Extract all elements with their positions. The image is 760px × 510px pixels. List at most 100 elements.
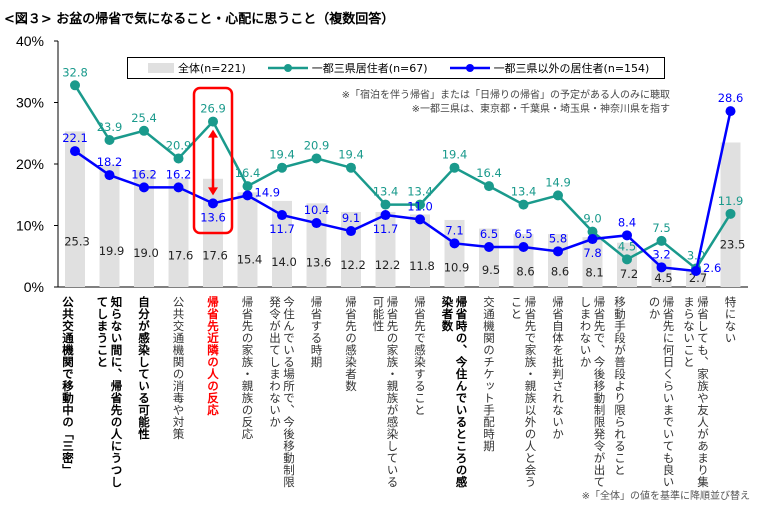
bar-total	[479, 228, 499, 287]
tokyo-point	[173, 153, 184, 164]
legend-swatch-other	[449, 64, 490, 72]
tokyo-point	[725, 208, 736, 219]
tokyo-point	[311, 153, 322, 164]
other-point	[518, 242, 529, 253]
bar-total	[168, 178, 189, 287]
legend-swatch-total	[148, 63, 174, 73]
bar-total	[272, 200, 292, 287]
other-point	[346, 226, 356, 237]
other-point	[173, 182, 184, 193]
other-point	[656, 262, 667, 273]
x-tick-label: 帰省先で家族・親族以外の人と会うこと	[509, 296, 538, 488]
other-point	[449, 238, 460, 249]
x-tick-label: 帰省先に何日くらいまでいても良いのか	[647, 296, 676, 488]
bar-total-label: 4.5	[654, 271, 672, 285]
x-tick-label: 帰省自体を批判されないか	[551, 296, 565, 440]
bar-total	[410, 214, 430, 287]
bar-total-label: 15.4	[237, 252, 263, 266]
other-label: 16.2	[131, 167, 157, 181]
x-tick-label: 帰省先近隣の人の反応	[206, 296, 220, 416]
tokyo-label: 23.9	[97, 120, 123, 134]
tokyo-label: 20.9	[166, 138, 192, 152]
tokyo-point	[449, 162, 460, 173]
bar-total-label: 9.5	[482, 263, 500, 277]
bar-total-label: 14.0	[271, 255, 297, 269]
other-label: 7.8	[583, 246, 601, 260]
bar-total-label: 8.6	[551, 265, 569, 279]
bar-total-label: 8.6	[516, 265, 534, 279]
tokyo-point	[587, 226, 598, 237]
tokyo-point	[104, 135, 115, 146]
tokyo-label: 7.5	[652, 221, 670, 235]
tokyo-label: 9.0	[583, 212, 601, 226]
tokyo-point	[415, 199, 425, 210]
other-label: 22.1	[62, 131, 88, 145]
tokyo-label: 14.9	[545, 175, 571, 189]
bar-total	[65, 131, 85, 287]
bar-total	[444, 219, 465, 287]
y-tick-label: 20%	[16, 156, 44, 172]
bar-total	[582, 237, 603, 287]
other-label: 6.5	[480, 227, 498, 241]
y-tick-label: 10%	[16, 218, 44, 234]
legend-item-other: 一都三県以外の居住者(n=154)	[449, 60, 650, 76]
x-tick-label: 公共交通機関で移動中の「三密」	[61, 296, 75, 476]
legend-label-total: 全体(n=221)	[178, 62, 246, 75]
bar-total	[686, 270, 706, 287]
tokyo-point	[346, 162, 356, 173]
bar-total-label: 8.1	[585, 265, 603, 279]
x-tick-label: 交通機関のチケット手配時期	[482, 296, 496, 452]
tokyo-label: 4.5	[618, 239, 636, 253]
legend-item-tokyo: 一都三県居住者(n=67)	[267, 60, 428, 76]
other-point	[242, 190, 253, 201]
tokyo-label: 32.8	[62, 65, 88, 79]
x-tick-label: 移動手段が普段より限られること	[613, 296, 627, 476]
other-label: 11.7	[269, 222, 295, 236]
y-tick-label: 0%	[24, 279, 44, 295]
bar-total-label: 19.0	[133, 246, 159, 260]
bar-total-label: 19.9	[99, 244, 125, 258]
other-point	[104, 170, 115, 181]
tokyo-label: 19.4	[442, 148, 468, 162]
x-tick-label: 知らない間に、帰省先の人にうつしてしまうこと	[95, 296, 124, 488]
legend-label-other: 一都三県以外の居住者(n=154)	[493, 62, 650, 75]
legend-item-total: 全体(n=221)	[148, 60, 246, 76]
tokyo-label: 25.4	[131, 111, 157, 125]
other-label: 6.5	[514, 227, 532, 241]
other-point	[691, 266, 701, 277]
other-label: 3.2	[652, 247, 670, 261]
tokyo-point	[484, 181, 494, 192]
x-tick-label: 帰省先の家族・親族が感染している可能性	[371, 296, 400, 488]
chart-title: <図３> お盆の帰省で気になること・心配に思うこと（複数回答）	[4, 12, 395, 27]
bar-total	[651, 259, 672, 287]
bar-total-label: 10.9	[444, 260, 470, 274]
arrow-head-down	[208, 187, 218, 196]
footnote: ※「全体」の値を基準に降順並び替え	[581, 491, 750, 502]
bar-total-label: 7.2	[620, 267, 638, 281]
legend-swatch-tokyo	[267, 64, 308, 72]
other-point	[553, 246, 563, 257]
x-tick-label: 今住んでいる場所で、今後移動制限発令が出てしまわないか	[268, 296, 296, 488]
bar-total-label: 12.2	[375, 258, 401, 272]
other-label: 11.7	[373, 222, 399, 236]
other-label: 11.0	[407, 199, 433, 213]
x-tick-label: 帰省先で、今後移動制限発令が出てしまわないか	[578, 296, 607, 488]
x-tick-label: 帰省先の家族・親族の反応	[240, 296, 255, 440]
tokyo-label: 16.4	[476, 166, 502, 180]
bar-total	[134, 170, 154, 287]
other-line	[74, 110, 732, 273]
other-label: 5.8	[549, 231, 567, 245]
tokyo-point	[70, 80, 80, 91]
bar-total-label: 17.6	[168, 248, 194, 262]
bar-total	[548, 234, 568, 287]
tokyo-label: 26.9	[200, 102, 226, 116]
tokyo-label: 19.4	[269, 148, 295, 162]
tokyo-point	[380, 199, 391, 210]
other-point	[277, 210, 287, 221]
legend-label-tokyo: 一都三県居住者(n=67)	[311, 62, 428, 75]
other-point	[70, 146, 80, 157]
tokyo-point	[518, 199, 529, 210]
other-label: 2.6	[703, 261, 721, 275]
other-label: 18.2	[97, 155, 123, 169]
